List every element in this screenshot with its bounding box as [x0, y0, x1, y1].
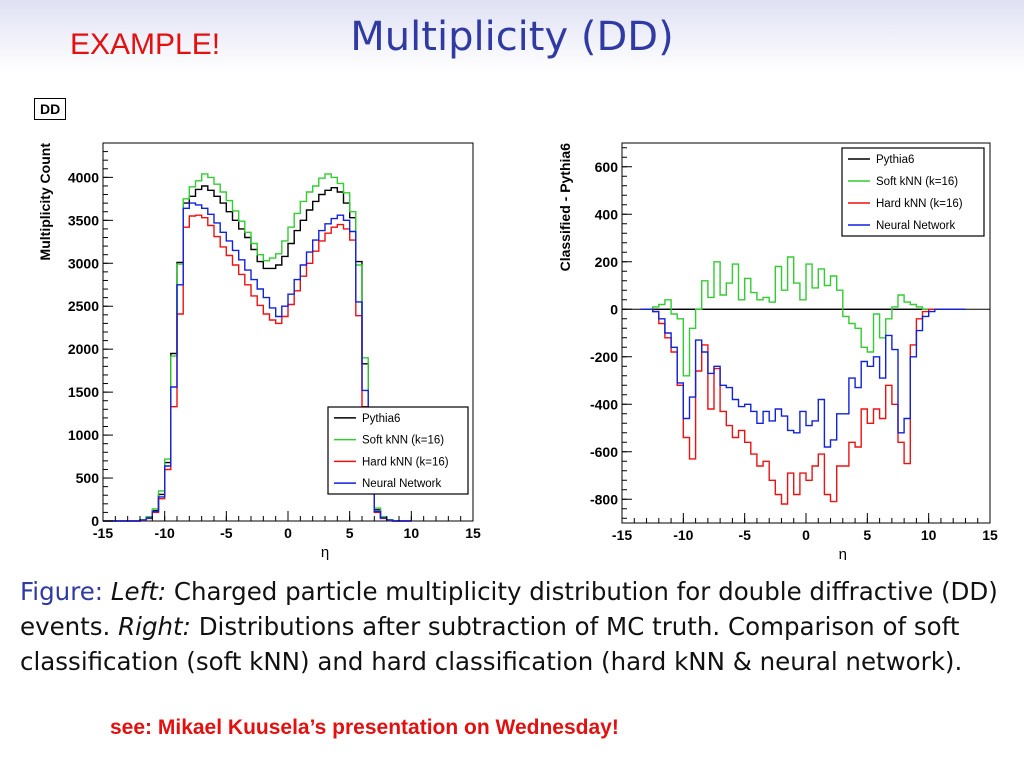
series-line-soft — [640, 256, 966, 377]
y-tick-label: 2500 — [68, 298, 99, 314]
y-tick-label: 3000 — [68, 255, 99, 271]
y-tick-label: -800 — [590, 491, 618, 507]
caption-right-text: Distributions after subtraction of MC tr… — [20, 612, 963, 676]
x-tick-label: -15 — [612, 527, 632, 543]
legend: Pythia6 Soft kNN (k=16) Hard kNN (k=16) Neu… — [327, 406, 469, 495]
x-tick-label: -10 — [673, 527, 693, 543]
y-tick-label: 2000 — [68, 341, 99, 357]
header-band — [0, 0, 1024, 72]
y-tick-label: 4000 — [68, 169, 99, 185]
presentation-note: see: Mikael Kuusela’s presentation on We… — [110, 716, 619, 739]
x-tick-label: 0 — [284, 525, 292, 541]
legend-label-soft: Soft kNN (k=16) — [876, 176, 958, 188]
caption-figure-label: Figure: — [20, 577, 104, 606]
legend-label-hard: Hard kNN (k=16) — [876, 198, 963, 210]
y-tick-label: 3500 — [68, 212, 99, 228]
y-tick-label: 0 — [91, 513, 99, 529]
example-label: EXAMPLE! — [70, 28, 221, 61]
y-tick-label: 400 — [595, 206, 619, 222]
x-tick-label: 0 — [802, 527, 810, 543]
legend-box — [327, 406, 469, 495]
legend-label-hard: Hard kNN (k=16) — [362, 456, 449, 468]
figure-caption: Figure: Left: Charged particle multiplic… — [20, 574, 1020, 679]
x-axis-label: η — [321, 544, 329, 560]
x-tick-label: 10 — [921, 527, 937, 543]
y-tick-label: -400 — [590, 396, 618, 412]
y-tick-label: 1000 — [68, 427, 99, 443]
y-tick-label: -600 — [590, 444, 618, 460]
y-tick-label: 200 — [595, 254, 619, 270]
legend-box — [841, 147, 985, 237]
right-difference-chart: -15 -10 -5 0 5 10 15 -800 -600 -400 -200 0 200 400 600… — [557, 142, 998, 560]
y-tick-label: 1500 — [68, 384, 99, 400]
legend-label-soft: Soft kNN (k=16) — [362, 435, 444, 447]
legend-label-nn: Neural Network — [876, 220, 955, 232]
x-axis-label: η — [839, 546, 847, 560]
x-tick-label: -5 — [220, 525, 233, 541]
legend: Pythia6 Soft kNN (k=16) Hard kNN (k=16) Neu… — [841, 147, 985, 237]
legend-label-pythia: Pythia6 — [362, 413, 400, 425]
caption-left-text: Charged particle multiplicity distributi… — [20, 577, 998, 641]
left-multiplicity-chart: -15 -10 -5 0 5 10 15 0 500 1000 1500 2000 2500 3000 35… — [37, 142, 481, 560]
y-axis-label: Classified - Pythia6 — [557, 143, 573, 272]
y-axis-label: Multiplicity Count — [37, 143, 53, 261]
x-tick-label: -15 — [93, 525, 113, 541]
series-line-nn — [103, 202, 412, 522]
x-tick-label: 10 — [404, 525, 420, 541]
x-tick-label: 5 — [863, 527, 871, 543]
y-tick-label: 500 — [76, 470, 100, 486]
caption-left-label: Left: — [110, 577, 167, 606]
x-tick-label: 15 — [465, 525, 481, 541]
x-tick-label: -10 — [155, 525, 175, 541]
slide-title: Multiplicity (DD) — [350, 14, 674, 60]
legend-label-pythia: Pythia6 — [876, 154, 914, 166]
series-line-nn — [640, 308, 966, 448]
y-tick-label: -200 — [590, 349, 618, 365]
x-tick-label: 5 — [346, 525, 354, 541]
y-tick-label: 600 — [595, 159, 619, 175]
caption-right-label: Right: — [118, 612, 191, 641]
x-tick-label: 15 — [982, 527, 998, 543]
legend-label-nn: Neural Network — [362, 478, 441, 490]
dd-box-label: DD — [34, 98, 67, 120]
y-tick-label: 0 — [610, 301, 618, 317]
plot-area: -15 -10 -5 0 5 10 15 0 500 1000 1500 2000 2500 3000 35… — [37, 142, 481, 560]
x-tick-label: -5 — [738, 527, 751, 543]
